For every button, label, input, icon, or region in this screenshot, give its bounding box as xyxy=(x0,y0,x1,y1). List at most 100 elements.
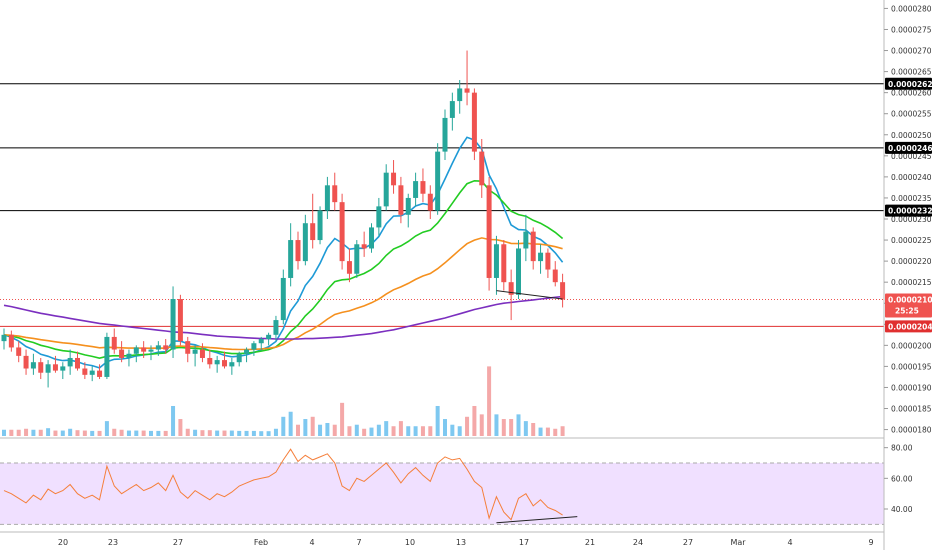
volume-bar xyxy=(296,424,300,436)
price-tick-label: 0.00002700 xyxy=(891,47,932,56)
volume-bar xyxy=(465,416,470,436)
volume-bar xyxy=(134,430,139,436)
candle-body xyxy=(413,181,419,198)
moving-average-line xyxy=(3,295,563,340)
volume-bar xyxy=(38,429,43,436)
rsi-axis: 80.00 60.00 40.00 xyxy=(884,444,913,514)
volume-bar xyxy=(523,421,528,436)
price-tick-label: 0.00001950 xyxy=(891,362,932,371)
candle-body xyxy=(508,282,514,295)
candle-body xyxy=(310,223,316,241)
candle-body xyxy=(523,231,529,249)
time-tick-label: 23 xyxy=(108,538,118,547)
time-tick-label: 27 xyxy=(683,538,693,547)
candle-body xyxy=(214,360,220,365)
volume-bar xyxy=(545,427,550,436)
candle-body xyxy=(376,206,382,228)
time-tick-label: 24 xyxy=(633,538,643,547)
volume-bar xyxy=(149,430,153,436)
volume-bar xyxy=(46,428,51,436)
volume-bar xyxy=(553,428,558,436)
candle-body xyxy=(383,172,389,207)
volume-bar xyxy=(332,424,337,436)
price-divergence-line xyxy=(496,290,563,300)
price-tick-label: 0.00001800 xyxy=(891,426,932,435)
moving-average-line xyxy=(3,237,563,351)
price-tick-label: 0.00002750 xyxy=(891,25,932,34)
candle-body xyxy=(538,252,544,262)
volume-bar xyxy=(200,430,205,436)
volume-bar xyxy=(266,431,271,436)
candle-body xyxy=(75,357,80,369)
price-tick-label: 0.00002400 xyxy=(891,173,932,182)
volume-bar xyxy=(391,426,396,436)
level-badge-label: 0.00002045 xyxy=(888,322,932,331)
volume-bar xyxy=(420,426,425,436)
moving-averages xyxy=(3,136,564,369)
volume-bar xyxy=(494,414,499,436)
volume-bar xyxy=(222,430,227,436)
time-axis: 20 23 27 Feb 4 7 10 13 17 21 24 27 Mar 4 9 xyxy=(58,538,874,547)
candle-body xyxy=(82,368,88,375)
volume-bar xyxy=(472,405,477,436)
price-tick-label: 0.00002450 xyxy=(891,152,932,161)
candle-body xyxy=(516,248,521,295)
volume-bar xyxy=(244,430,249,436)
main-pane-bg xyxy=(0,0,884,550)
candle-body xyxy=(170,299,176,350)
candle-body xyxy=(119,349,125,358)
volume-bar xyxy=(251,430,256,436)
volume-bar xyxy=(97,430,102,436)
rsi-divergence-line xyxy=(496,516,578,524)
candle-body xyxy=(141,347,147,352)
rsi-tick-label: 40.00 xyxy=(891,505,913,514)
time-tick-label: 21 xyxy=(585,538,595,547)
candle-body xyxy=(530,231,536,262)
volume-bar xyxy=(354,424,359,436)
volume-bar xyxy=(347,426,352,436)
volume-bar xyxy=(104,421,109,436)
candle-body xyxy=(258,339,264,344)
volume-bar xyxy=(207,430,212,436)
price-tick-label: 0.00001850 xyxy=(891,405,932,414)
current-price-badge xyxy=(885,293,932,318)
volume-bar xyxy=(384,421,389,436)
horizontal-levels xyxy=(0,83,884,327)
candle-body xyxy=(236,353,242,363)
volume-bar xyxy=(53,430,58,436)
volume-bar xyxy=(229,430,234,436)
volume-bar xyxy=(413,426,418,436)
candle-body xyxy=(192,349,198,354)
volume-bar xyxy=(538,427,543,436)
price-tick-label: 0.00002500 xyxy=(891,131,932,140)
volume-bar xyxy=(60,430,65,436)
level-badge-label: 0.00002621 xyxy=(888,80,932,89)
volume-bar xyxy=(2,429,6,436)
volume-bar xyxy=(24,428,29,436)
volume-bar xyxy=(288,411,293,436)
candle-body xyxy=(435,151,441,211)
volume-bar xyxy=(156,430,161,436)
rsi-pane xyxy=(0,448,884,525)
candle-body xyxy=(354,244,360,274)
volume-bar xyxy=(273,428,278,436)
candle-body xyxy=(45,364,51,373)
price-tick-label: 0.00001900 xyxy=(891,383,932,392)
rsi-band xyxy=(0,463,884,525)
candle-body xyxy=(332,185,338,203)
price-tick-label: 0.00002150 xyxy=(891,278,932,287)
candle-body xyxy=(501,244,507,283)
candle-body xyxy=(427,193,433,211)
price-axis: 0.00002800 0.00002750 0.00002700 0.00002650… xyxy=(884,4,932,435)
candle-body xyxy=(346,261,352,274)
volume-bar xyxy=(31,429,36,436)
time-tick-label: 20 xyxy=(58,538,68,547)
volume-bar xyxy=(75,430,80,436)
time-tick-label: 4 xyxy=(787,538,792,547)
candle-body xyxy=(273,320,279,335)
candle-body xyxy=(405,197,411,215)
candle-body xyxy=(244,349,250,354)
candle-body xyxy=(339,202,345,262)
candle-body xyxy=(177,299,183,342)
